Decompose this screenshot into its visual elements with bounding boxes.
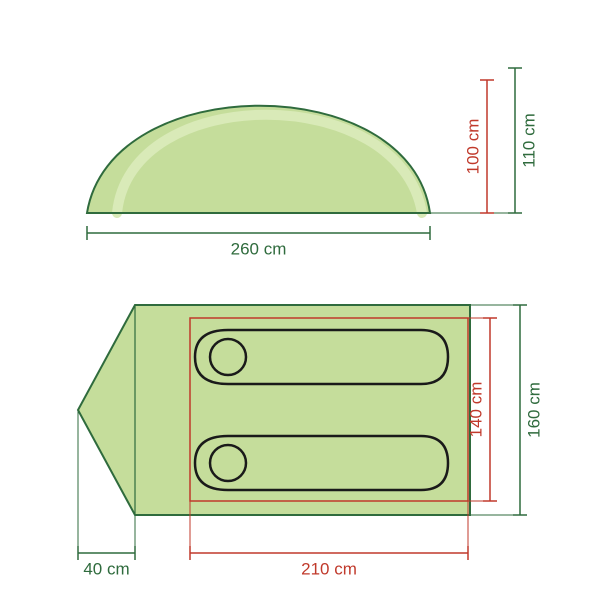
dim-side-height-outer: 110 cm (519, 113, 538, 168)
tent-top-view (78, 305, 470, 515)
dim-side-width: 260 cm (231, 239, 287, 258)
dim-vestibule-width: 40 cm (83, 559, 129, 578)
dim-inner-height: 140 cm (466, 382, 485, 438)
dim-outer-height: 160 cm (524, 382, 543, 438)
tent-side-view (87, 106, 522, 213)
dim-inner-width: 210 cm (301, 559, 357, 578)
tent-footprint (78, 305, 470, 515)
dim-side-height-inner: 100 cm (463, 119, 482, 175)
